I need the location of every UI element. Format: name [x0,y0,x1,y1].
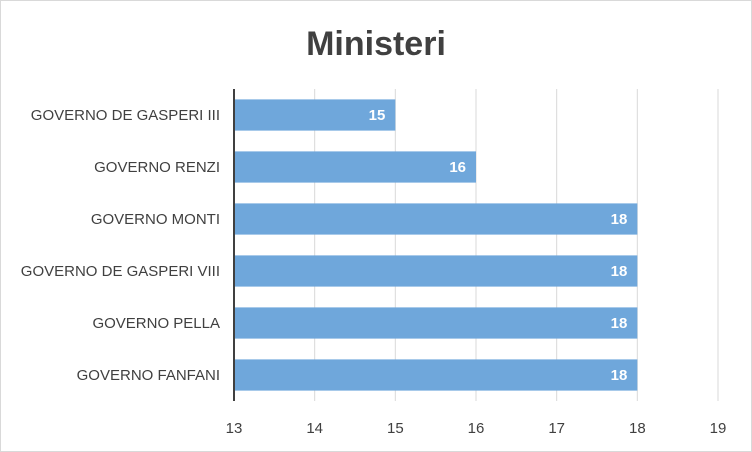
bar-3 [234,255,638,287]
category-label-4: GOVERNO PELLA [92,315,220,332]
data-label-5: 18 [611,367,628,384]
x-tick-label-15: 15 [387,420,404,437]
gridlines [314,89,719,401]
category-label-1: GOVERNO RENZI [94,159,220,176]
data-label-4: 18 [611,315,628,332]
bar-2 [234,203,638,235]
x-tick-label-13: 13 [226,420,243,437]
x-tick-label-17: 17 [548,420,565,437]
category-label-2: GOVERNO MONTI [91,211,220,228]
bar-1 [234,151,476,183]
x-tick-labels: 13 14 15 16 17 18 19 [226,420,727,437]
category-label-3: GOVERNO DE GASPERI VIII [21,263,220,280]
bar-4 [234,307,638,339]
x-tick-label-16: 16 [468,420,485,437]
data-label-2: 18 [611,211,628,228]
data-label-0: 15 [369,107,386,124]
x-tick-label-18: 18 [629,420,646,437]
bar-5 [234,359,638,391]
chart-title: Ministeri [306,25,446,63]
category-label-0: GOVERNO DE GASPERI III [31,107,220,124]
data-label-3: 18 [611,263,628,280]
x-tick-label-19: 19 [710,420,727,437]
bar-0 [234,99,396,131]
x-tick-label-14: 14 [306,420,323,437]
category-label-5: GOVERNO FANFANI [77,367,220,384]
category-labels: GOVERNO DE GASPERI III GOVERNO RENZI GOVER… [21,107,220,384]
bars: 15 16 18 18 18 18 [234,99,638,391]
data-label-1: 16 [449,159,466,176]
